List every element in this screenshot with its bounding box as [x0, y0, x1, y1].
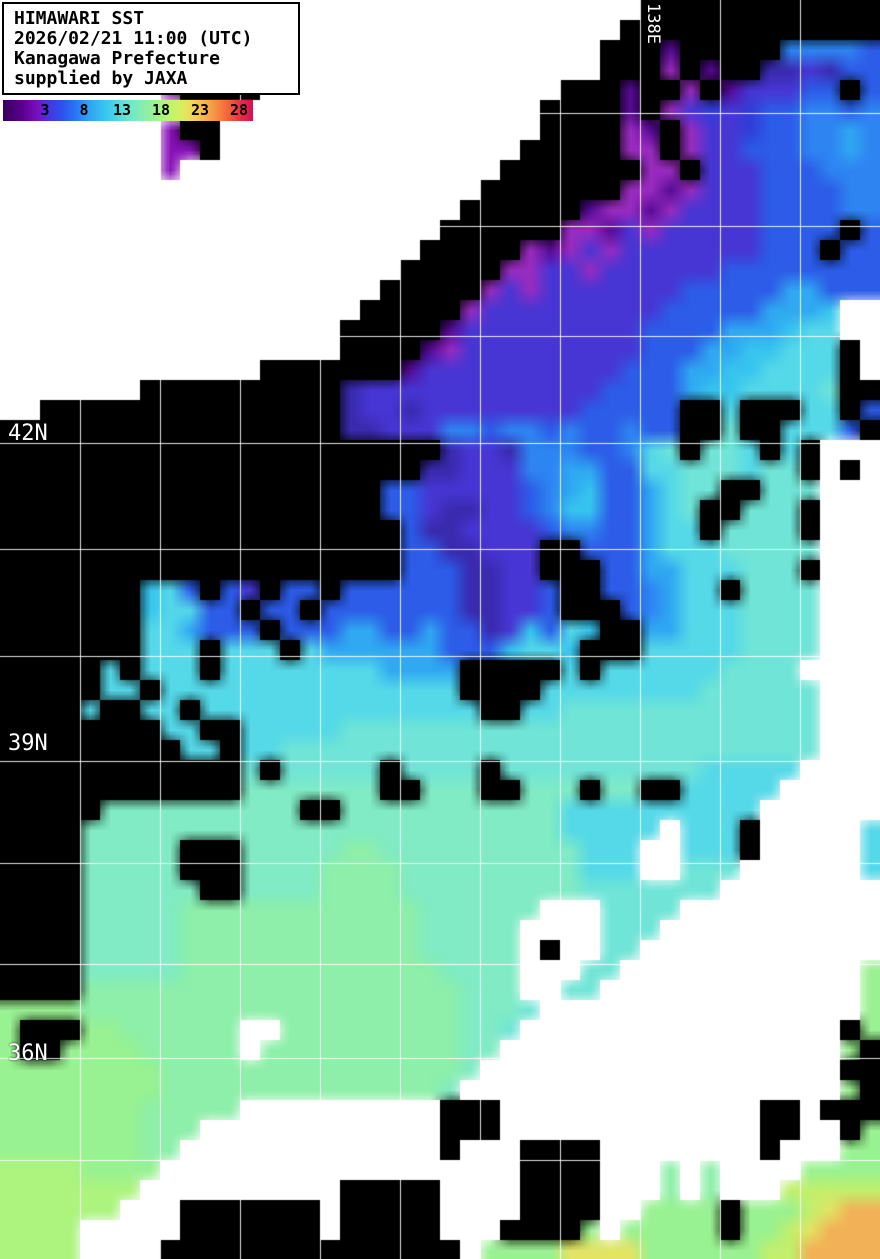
info-line-source: supplied by JAXA: [14, 68, 188, 89]
longitude-label-138e: 138E: [643, 3, 663, 44]
info-box: HIMAWARI SST 2026/02/21 11:00 (UTC) Kana…: [2, 2, 300, 95]
colorbar: 3 8 13 18 23 28: [3, 100, 253, 121]
colorbar-tick-label: 8: [79, 101, 89, 119]
colorbar-tick-label: 18: [151, 101, 171, 119]
info-line-datetime: 2026/02/21 11:00 (UTC): [14, 28, 253, 49]
colorbar-tick-label: 3: [40, 101, 50, 119]
colorbar-gradient: [3, 100, 253, 121]
latitude-label-36n: 36N: [8, 1041, 48, 1066]
colorbar-tick-label: 23: [190, 101, 210, 119]
latitude-label-39n: 39N: [8, 731, 48, 756]
latitude-label-42n: 42N: [8, 421, 48, 446]
info-line-product: HIMAWARI SST: [14, 8, 145, 29]
colorbar-tick-label: 28: [229, 101, 249, 119]
colorbar-tick-label: 13: [112, 101, 132, 119]
info-line-region: Kanagawa Prefecture: [14, 48, 220, 69]
